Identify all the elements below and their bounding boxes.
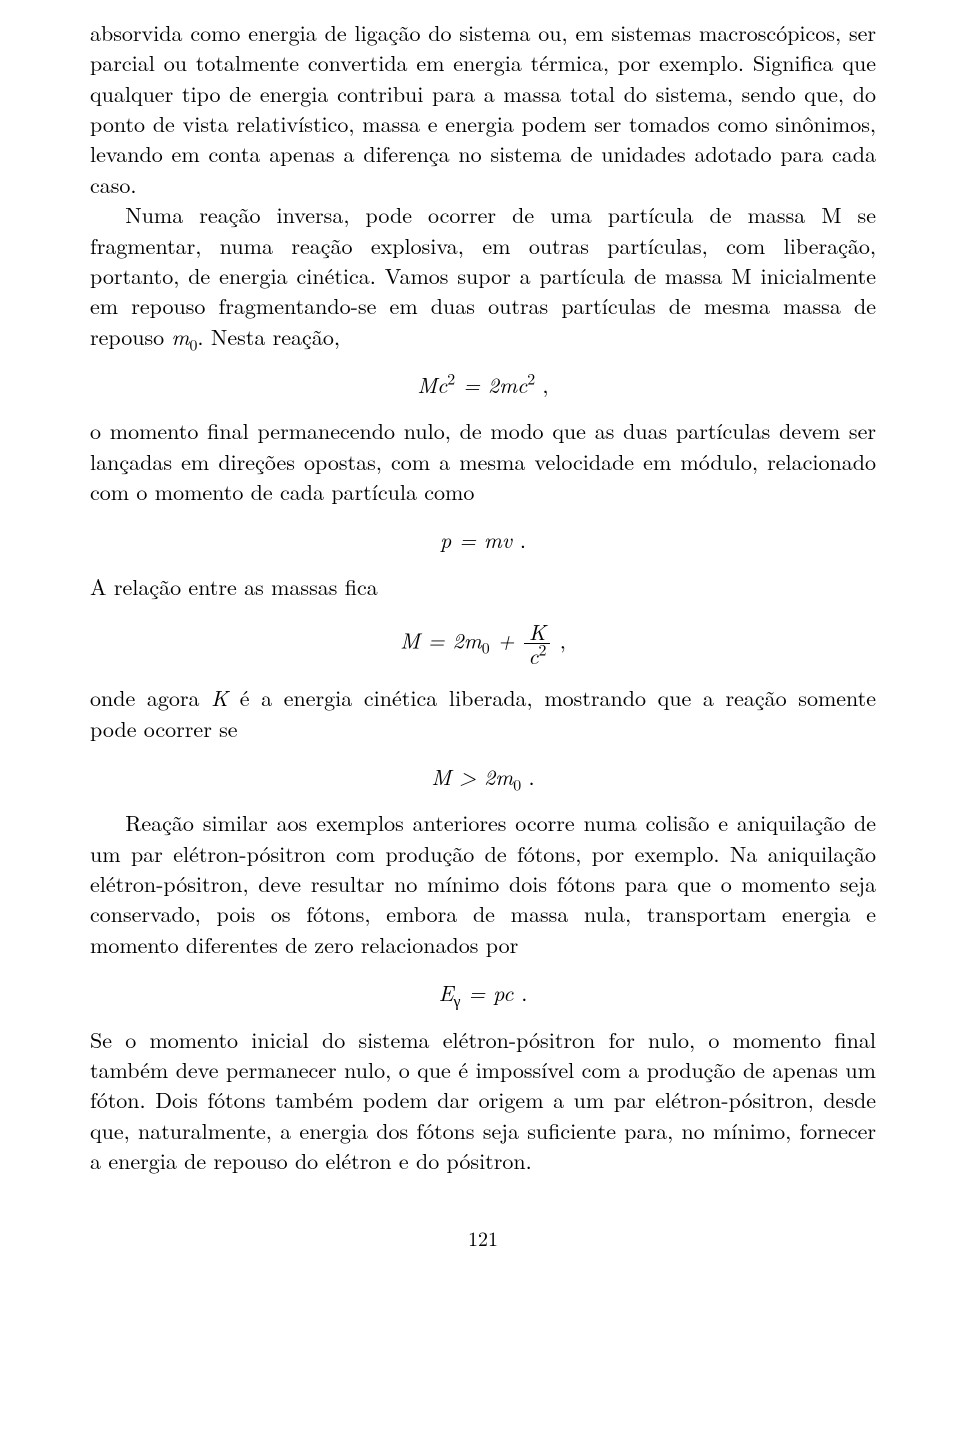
equation-1: Mc2 = 2mc2 ,	[90, 370, 876, 400]
equation-2-tail: .	[520, 524, 526, 555]
equation-1-lhs: Mc	[417, 369, 447, 400]
equation-1-tail: ,	[535, 369, 548, 400]
equation-5-rest: = pc	[461, 977, 522, 1008]
equation-3: M = 2m0 + Kc2 ,	[90, 620, 876, 667]
equation-3-den: c2	[524, 643, 550, 667]
equation-2: p = mv .	[90, 525, 876, 555]
inline-math-m0-base: m	[171, 321, 189, 352]
paragraph-5-text-a: onde agora	[90, 682, 211, 713]
paragraph-2: Numa reação inversa, pode ocorrer de uma…	[90, 200, 876, 352]
equation-3-fraction: Kc2	[524, 620, 550, 667]
paragraph-1: absorvida como energia de ligação do sis…	[90, 18, 876, 200]
page-number: 121	[90, 1224, 876, 1252]
inline-math-K: K	[211, 682, 228, 713]
equation-2-body: p = mv	[440, 524, 520, 555]
paragraph-6: Reação similar aos exemplos anteriores o…	[90, 808, 876, 960]
equation-3-pre: M = 2m	[400, 624, 482, 655]
page: absorvida como energia de ligação do sis…	[0, 0, 960, 1454]
equation-4-sub0: 0	[513, 772, 521, 795]
equation-5: Eγ = pc .	[90, 978, 876, 1008]
paragraph-7: Se o momento inicial do sistema elétron-…	[90, 1025, 876, 1177]
paragraph-4: A relação entre as massas fica	[90, 572, 876, 602]
equation-4-pre: M > 2m	[431, 761, 513, 792]
equation-1-eq: = 2mc	[455, 369, 527, 400]
equation-4-tail: .	[521, 761, 534, 792]
equation-3-plus: +	[490, 624, 523, 655]
equation-5-tail: .	[521, 977, 527, 1008]
paragraph-3: o momento final permanecendo nulo, de mo…	[90, 416, 876, 507]
equation-5-sub: γ	[454, 989, 461, 1012]
inline-math-m0: m0	[171, 321, 197, 352]
equation-3-tail: ,	[552, 624, 565, 655]
equation-5-E: E	[439, 977, 454, 1008]
equation-1-sup2: 2	[527, 367, 535, 390]
equation-1-sup1: 2	[447, 367, 455, 390]
paragraph-5: onde agora K é a energia cinética libera…	[90, 683, 876, 744]
equation-3-sub0: 0	[482, 636, 490, 659]
equation-3-den-base: c	[528, 640, 538, 671]
paragraph-2-text-c: . Nesta reação,	[197, 321, 340, 352]
equation-3-den-sup: 2	[538, 638, 546, 661]
equation-4: M > 2m0 .	[90, 762, 876, 792]
